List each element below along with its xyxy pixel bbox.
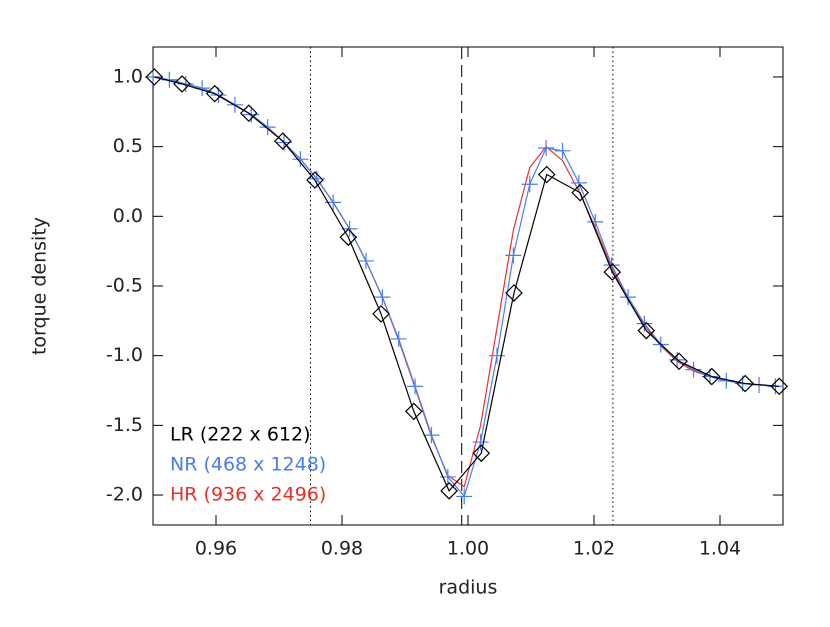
plus-marker bbox=[685, 361, 702, 378]
diamond-marker bbox=[472, 444, 491, 463]
plus-marker bbox=[357, 252, 374, 269]
plus-marker bbox=[538, 140, 555, 157]
legend-entry: HR (936 x 2496) bbox=[170, 484, 326, 506]
x-axis-label: radius bbox=[439, 577, 498, 599]
y-tick-label: 0.5 bbox=[113, 135, 143, 157]
diamond-marker bbox=[173, 75, 191, 93]
diamond-marker bbox=[537, 165, 556, 184]
diamond-marker bbox=[770, 377, 789, 396]
plus-marker bbox=[259, 119, 276, 136]
y-tick-label: -2.0 bbox=[106, 484, 143, 506]
plus-marker bbox=[472, 434, 489, 451]
plus-marker bbox=[488, 347, 505, 364]
diamond-marker bbox=[571, 183, 589, 202]
diamond-marker bbox=[603, 263, 622, 281]
diamond-marker bbox=[404, 402, 423, 421]
diamond-marker bbox=[637, 321, 656, 340]
diamond-marker bbox=[505, 284, 523, 302]
plus-marker bbox=[620, 289, 637, 306]
legend-entry: LR (222 x 612) bbox=[170, 424, 311, 446]
plus-marker bbox=[439, 468, 456, 485]
x-tick-label: 1.04 bbox=[699, 538, 741, 560]
y-tick-label: -1.5 bbox=[106, 414, 143, 436]
diamond-marker bbox=[372, 305, 390, 323]
plus-marker bbox=[292, 151, 309, 168]
x-tick-label: 0.98 bbox=[321, 538, 363, 560]
plus-marker bbox=[570, 174, 587, 191]
y-tick-label: 0.0 bbox=[113, 205, 143, 227]
diamond-marker bbox=[205, 84, 224, 103]
diamond-marker bbox=[273, 132, 292, 150]
x-tick-label: 1.00 bbox=[447, 538, 489, 560]
diamond-marker bbox=[306, 171, 324, 189]
plus-marker bbox=[456, 488, 473, 505]
plus-marker bbox=[423, 427, 440, 444]
diamond-marker bbox=[736, 374, 755, 393]
plus-marker bbox=[145, 68, 161, 85]
plus-marker bbox=[554, 142, 571, 159]
plus-marker bbox=[390, 330, 407, 347]
legend-entry: NR (468 x 1248) bbox=[170, 454, 326, 476]
plus-marker bbox=[341, 220, 358, 237]
diamond-marker bbox=[702, 367, 721, 386]
plus-marker bbox=[407, 378, 424, 395]
x-tick-label: 1.02 bbox=[573, 538, 615, 560]
diamond-marker bbox=[145, 68, 164, 86]
diamond-marker bbox=[440, 482, 458, 500]
plus-marker bbox=[636, 315, 653, 332]
y-tick-label: -1.0 bbox=[106, 344, 143, 366]
y-tick-label: -0.5 bbox=[106, 275, 143, 297]
plus-marker bbox=[521, 176, 538, 193]
y-axis-label: torque density bbox=[29, 217, 51, 355]
diamond-marker bbox=[670, 352, 688, 371]
series-line bbox=[154, 76, 780, 492]
plus-marker bbox=[505, 247, 522, 264]
diamond-marker bbox=[339, 228, 358, 247]
x-tick-label: 0.96 bbox=[195, 538, 237, 560]
plus-marker bbox=[587, 213, 604, 230]
y-tick-label: 1.0 bbox=[113, 65, 143, 87]
plus-marker bbox=[374, 289, 391, 306]
diamond-marker bbox=[239, 104, 258, 123]
